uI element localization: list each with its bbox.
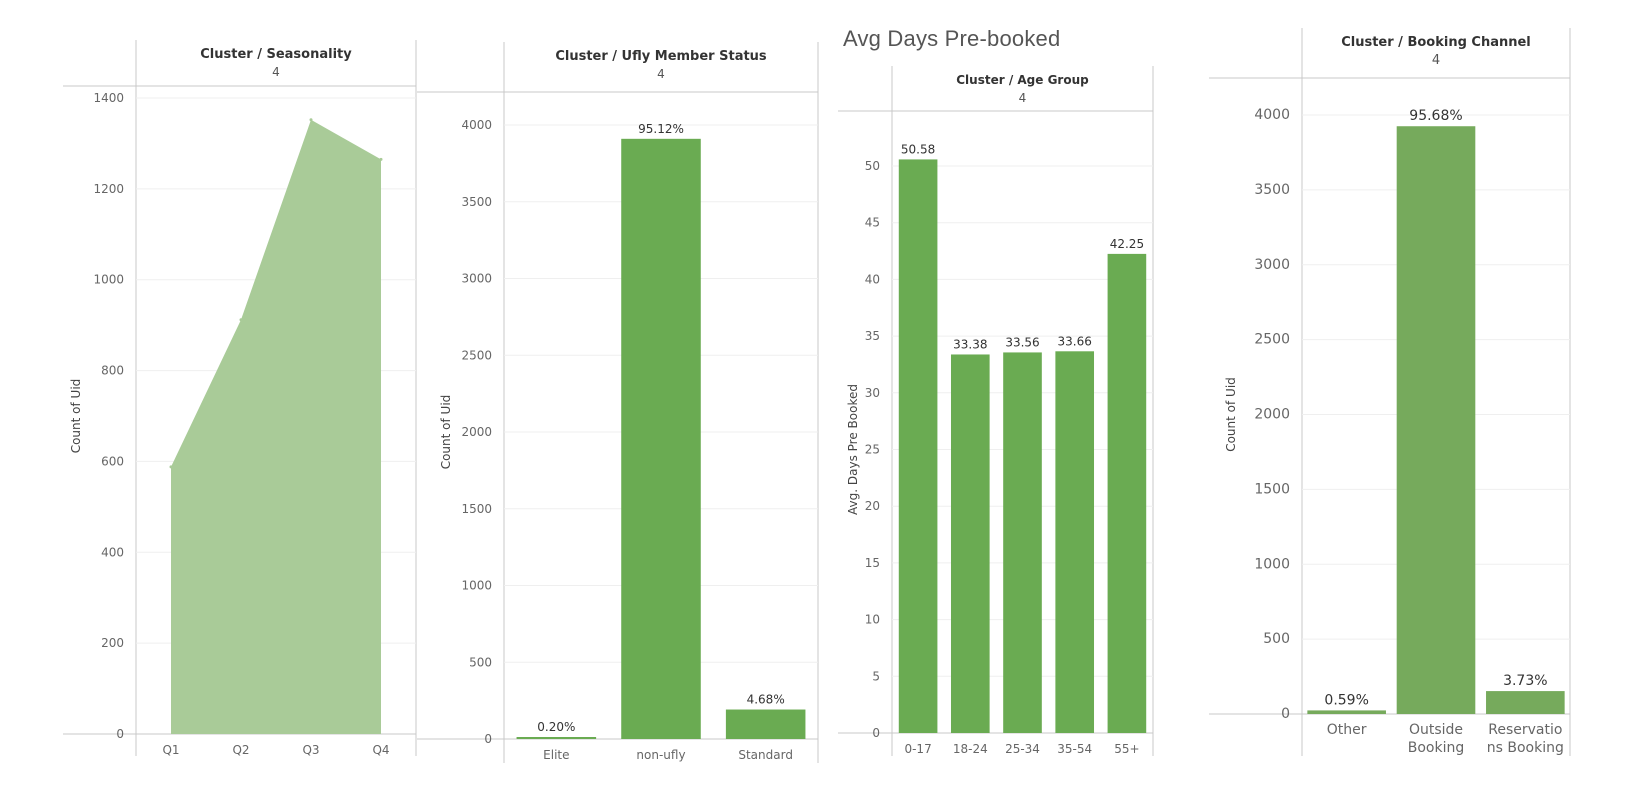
y-tick-label: 35 (865, 329, 880, 343)
y-tick-label: 1500 (461, 502, 492, 516)
x-tick-label: 18-24 (953, 742, 988, 756)
x-tick-label: 55+ (1114, 742, 1139, 756)
section-title: Avg Days Pre-booked (843, 26, 1061, 51)
bar-data-label: 33.38 (953, 337, 987, 351)
y-tick-label: 1500 (1254, 481, 1290, 497)
x-tick-label: Q1 (162, 743, 179, 757)
chart-subtitle: 4 (1019, 91, 1027, 105)
y-tick-label: 0 (116, 727, 124, 741)
y-tick-label: 0 (1281, 706, 1290, 722)
x-tick-label: Standard (738, 748, 793, 762)
y-tick-label: 3000 (461, 272, 492, 286)
y-tick-label: 2000 (1254, 407, 1290, 423)
y-tick-label: 1000 (461, 579, 492, 593)
area-point (239, 318, 243, 322)
y-tick-label: 200 (101, 636, 124, 650)
chart-title: Cluster / Seasonality (200, 47, 352, 62)
y-tick-label: 800 (101, 364, 124, 378)
x-tick-label: 35-54 (1057, 742, 1092, 756)
y-tick-label: 3500 (1254, 182, 1290, 198)
y-tick-label: 5 (872, 669, 880, 683)
y-tick-label: 10 (865, 613, 880, 627)
bar-data-label: 50.58 (901, 142, 935, 156)
bar (516, 737, 597, 739)
x-tick-label: Elite (543, 748, 569, 762)
x-tick-label: non-ufly (636, 748, 685, 762)
y-tick-label: 0 (872, 726, 880, 740)
bar-data-label: 95.12% (638, 122, 684, 136)
y-tick-label: 500 (1263, 631, 1290, 647)
chart-subtitle: 4 (272, 65, 280, 79)
y-tick-label: 2000 (461, 425, 492, 439)
bar-data-label: 95.68% (1409, 108, 1462, 124)
bar-data-label: 33.56 (1005, 335, 1039, 349)
y-tick-label: 2500 (461, 348, 492, 362)
bar (1107, 253, 1147, 733)
x-tick-label: 0-17 (904, 742, 931, 756)
bar (950, 354, 990, 733)
y-axis-title: Avg. Days Pre Booked (846, 384, 860, 515)
area-point (169, 465, 173, 469)
y-tick-label: 3500 (461, 195, 492, 209)
x-tick-label: Other (1327, 722, 1367, 738)
bar (898, 159, 938, 734)
bar-data-label: 0.20% (537, 720, 575, 734)
y-tick-label: 0 (484, 732, 492, 746)
x-tick-label: Outside (1409, 722, 1463, 738)
area-point (309, 118, 313, 122)
y-tick-label: 50 (865, 159, 880, 173)
y-tick-label: 4000 (461, 118, 492, 132)
bar-data-label: 33.66 (1058, 334, 1092, 348)
bar (725, 709, 806, 739)
bar (1396, 126, 1476, 714)
bar-data-label: 3.73% (1503, 673, 1547, 689)
chart-subtitle: 4 (1432, 53, 1440, 68)
y-tick-label: 30 (865, 386, 880, 400)
bar-data-label: 4.68% (747, 693, 785, 707)
bar (621, 138, 701, 739)
y-tick-label: 4000 (1254, 107, 1290, 123)
y-tick-label: 20 (865, 499, 880, 513)
x-tick-label: Q4 (372, 743, 389, 757)
y-tick-label: 500 (469, 655, 492, 669)
y-axis-title: Count of Uid (439, 395, 453, 470)
y-tick-label: 1000 (93, 273, 124, 287)
y-tick-label: 45 (865, 216, 880, 230)
bar-data-label: 0.59% (1324, 692, 1368, 708)
bar (1307, 710, 1386, 714)
y-axis-title: Count of Uid (1224, 377, 1238, 452)
y-tick-label: 2500 (1254, 332, 1290, 348)
x-tick-label: Q2 (232, 743, 249, 757)
chart-title: Cluster / Ufly Member Status (555, 49, 767, 64)
bar-data-label: 42.25 (1110, 237, 1144, 251)
chart-subtitle: 4 (657, 67, 665, 81)
y-tick-label: 40 (865, 272, 880, 286)
chart-title: Cluster / Booking Channel (1341, 35, 1531, 50)
chart-title: Cluster / Age Group (956, 73, 1089, 87)
bar (1055, 351, 1095, 733)
y-tick-label: 3000 (1254, 257, 1290, 273)
x-tick-label: Booking (1408, 740, 1465, 756)
area-point (379, 157, 383, 161)
y-tick-label: 1400 (93, 91, 124, 105)
y-tick-label: 1200 (93, 182, 124, 196)
bar (1486, 691, 1565, 714)
y-tick-label: 15 (865, 556, 880, 570)
y-tick-label: 1000 (1254, 556, 1290, 572)
y-tick-label: 25 (865, 443, 880, 457)
area-series (171, 119, 381, 734)
x-tick-label: Reservatio (1488, 722, 1562, 738)
bar (1003, 352, 1042, 733)
x-tick-label: 25-34 (1005, 742, 1040, 756)
y-axis-title: Count of Uid (69, 379, 83, 454)
x-tick-label: Q3 (302, 743, 319, 757)
y-tick-label: 600 (101, 454, 124, 468)
y-tick-label: 400 (101, 545, 124, 559)
x-tick-label: ns Booking (1487, 740, 1564, 756)
